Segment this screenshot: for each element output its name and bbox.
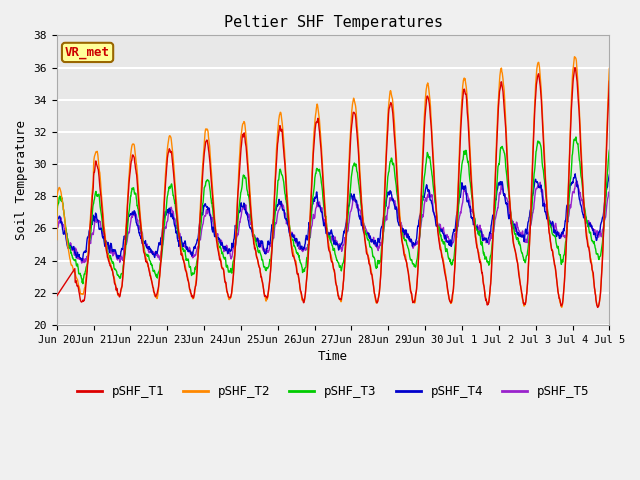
pSHF_T2 xyxy=(163,161,170,167)
pSHF_T1 xyxy=(571,65,579,71)
Title: Peltier SHF Temperatures: Peltier SHF Temperatures xyxy=(223,15,443,30)
X-axis label: Time: Time xyxy=(318,350,348,363)
pSHF_T4 xyxy=(53,216,61,222)
pSHF_T1 xyxy=(594,304,602,310)
pSHF_T1 xyxy=(176,237,184,243)
Line: pSHF_T2: pSHF_T2 xyxy=(57,57,609,307)
pSHF_T3 xyxy=(238,185,246,191)
pSHF_T5 xyxy=(605,190,613,195)
pSHF_T2 xyxy=(491,180,499,186)
pSHF_T2 xyxy=(571,54,579,60)
pSHF_T2 xyxy=(558,304,566,310)
pSHF_T5 xyxy=(573,178,581,184)
pSHF_T4 xyxy=(163,209,170,215)
pSHF_T1 xyxy=(237,142,245,147)
pSHF_T4 xyxy=(605,172,613,178)
pSHF_T1 xyxy=(419,159,427,165)
pSHF_T2 xyxy=(605,66,613,72)
Y-axis label: Soil Temperature: Soil Temperature xyxy=(15,120,28,240)
pSHF_T1 xyxy=(163,171,170,177)
Line: pSHF_T3: pSHF_T3 xyxy=(57,137,609,284)
pSHF_T3 xyxy=(492,204,499,210)
pSHF_T4 xyxy=(419,193,427,199)
pSHF_T3 xyxy=(53,212,61,218)
pSHF_T5 xyxy=(238,208,246,214)
pSHF_T4 xyxy=(176,237,184,242)
pSHF_T3 xyxy=(79,281,87,287)
pSHF_T2 xyxy=(176,236,184,241)
pSHF_T3 xyxy=(572,134,580,140)
pSHF_T4 xyxy=(238,204,246,209)
pSHF_T5 xyxy=(53,225,61,230)
pSHF_T2 xyxy=(540,138,548,144)
pSHF_T4 xyxy=(540,201,548,206)
pSHF_T5 xyxy=(78,260,86,266)
pSHF_T3 xyxy=(419,192,427,197)
pSHF_T2 xyxy=(53,237,61,242)
pSHF_T1 xyxy=(605,78,613,84)
pSHF_T3 xyxy=(605,147,613,153)
pSHF_T5 xyxy=(419,213,427,219)
Legend: pSHF_T1, pSHF_T2, pSHF_T3, pSHF_T4, pSHF_T5: pSHF_T1, pSHF_T2, pSHF_T3, pSHF_T4, pSHF… xyxy=(72,380,595,403)
Line: pSHF_T5: pSHF_T5 xyxy=(57,181,609,263)
Text: VR_met: VR_met xyxy=(65,46,110,59)
pSHF_T1 xyxy=(540,144,548,150)
pSHF_T3 xyxy=(163,201,170,207)
pSHF_T4 xyxy=(78,258,86,264)
pSHF_T2 xyxy=(237,130,245,135)
pSHF_T5 xyxy=(540,199,548,205)
pSHF_T1 xyxy=(491,186,499,192)
pSHF_T5 xyxy=(176,231,184,237)
pSHF_T5 xyxy=(492,216,499,222)
pSHF_T4 xyxy=(492,196,499,202)
pSHF_T3 xyxy=(176,237,184,243)
pSHF_T2 xyxy=(419,149,427,155)
pSHF_T5 xyxy=(163,219,170,225)
pSHF_T4 xyxy=(572,171,579,177)
Line: pSHF_T4: pSHF_T4 xyxy=(57,174,609,261)
Line: pSHF_T1: pSHF_T1 xyxy=(57,68,609,307)
pSHF_T1 xyxy=(53,293,61,299)
pSHF_T3 xyxy=(540,175,548,181)
